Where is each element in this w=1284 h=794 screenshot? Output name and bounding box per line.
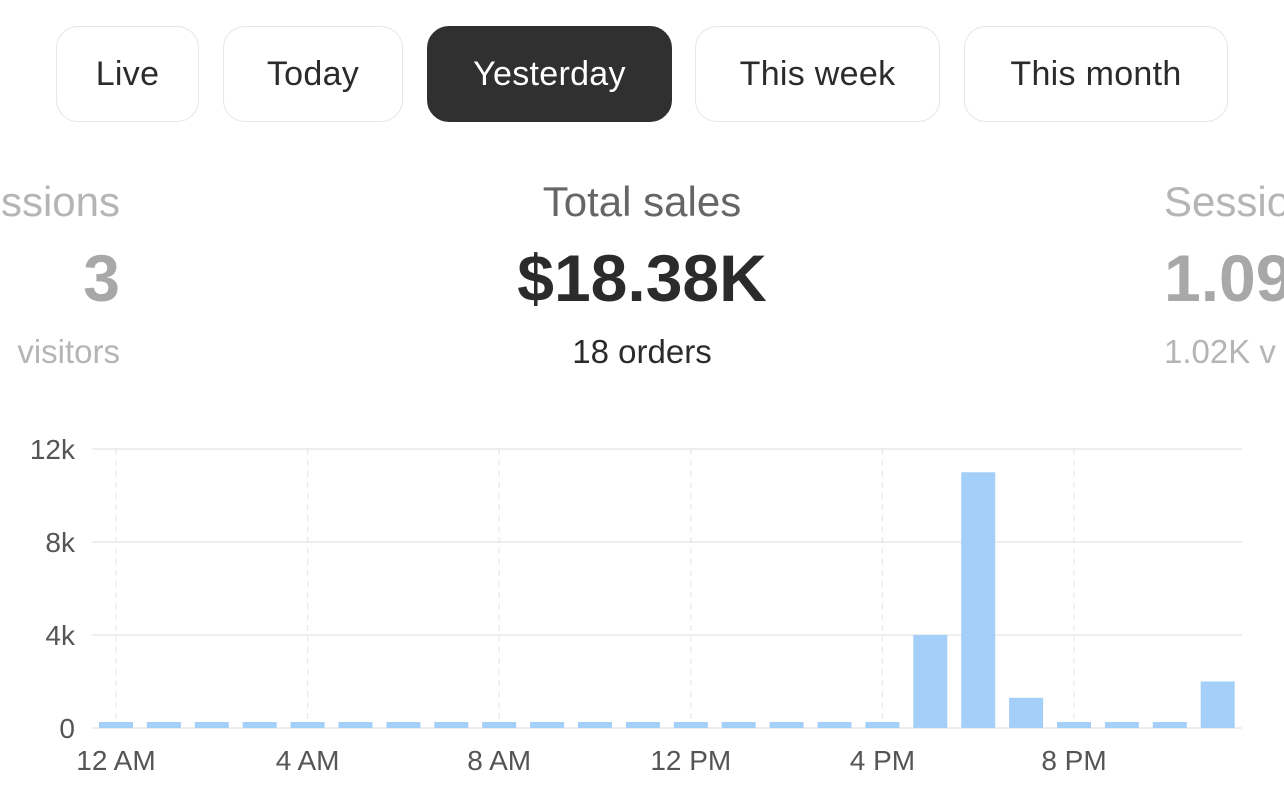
bar-9-am[interactable] <box>530 722 565 728</box>
bar-10-am[interactable] <box>578 722 612 728</box>
metric-value: $18.38K <box>517 241 767 315</box>
bar-8-pm[interactable] <box>1057 722 1091 728</box>
bar-6-pm[interactable] <box>961 472 996 728</box>
metric-title: ssions <box>0 178 120 225</box>
bar-10-pm[interactable] <box>1152 722 1187 728</box>
y-tick-label: 12k <box>30 434 76 465</box>
bar-12-am[interactable] <box>99 722 133 728</box>
tab-this-month[interactable]: This month <box>964 26 1228 122</box>
tab-this-week[interactable]: This week <box>695 26 940 122</box>
x-tick-label: 4 AM <box>276 745 340 776</box>
x-tick-label: 12 AM <box>76 745 155 776</box>
bar-5-am[interactable] <box>338 722 373 728</box>
bar-8-am[interactable] <box>482 722 517 728</box>
metric-value: 1.09 <box>1164 241 1284 315</box>
tab-today[interactable]: Today <box>223 26 403 122</box>
bar-4-pm[interactable] <box>865 722 900 728</box>
bar-2-am[interactable] <box>194 722 229 728</box>
bar-11-am[interactable] <box>625 722 660 728</box>
tab-yesterday[interactable]: Yesterday <box>427 26 672 122</box>
y-tick-label: 8k <box>45 527 76 558</box>
metric-subtitle: visitors <box>17 333 120 370</box>
x-tick-label: 12 PM <box>650 745 731 776</box>
bar-6-am[interactable] <box>386 722 421 728</box>
metric-card-sessions-next[interactable]: Sessio 1.09 1.02K v <box>1164 176 1284 374</box>
sales-bar-chart: 0 4k 8k 12k 12 AM 4 AM 8 AM 12 PM 4 PM 8 PM <box>30 434 1242 776</box>
x-tick-label: 8 AM <box>467 745 531 776</box>
metric-title: Total sales <box>542 178 742 225</box>
bar-9-pm[interactable] <box>1104 722 1139 728</box>
metric-subtitle: 18 orders <box>572 333 712 370</box>
bar-1-pm[interactable] <box>721 722 756 728</box>
bar-5-pm[interactable] <box>913 635 948 728</box>
bar-7-am[interactable] <box>434 722 469 728</box>
bar-3-am[interactable] <box>242 722 277 728</box>
bar-4-am[interactable] <box>290 722 325 728</box>
y-tick-label: 4k <box>45 620 76 651</box>
x-tick-label: 8 PM <box>1041 745 1106 776</box>
metric-card-total-sales[interactable]: Total sales $18.38K 18 orders <box>0 176 1284 374</box>
bar-11-pm[interactable] <box>1200 681 1235 729</box>
metric-card-sessions-previous[interactable]: ssions 3 visitors <box>0 176 120 374</box>
bar-1-am[interactable] <box>146 722 181 728</box>
x-tick-label: 4 PM <box>850 745 915 776</box>
bar-2-pm[interactable] <box>769 722 804 728</box>
metric-title: Sessio <box>1164 178 1284 225</box>
bar-12-pm[interactable] <box>673 722 708 728</box>
metric-value: 3 <box>83 241 120 315</box>
tab-live[interactable]: Live <box>56 26 199 122</box>
metric-subtitle: 1.02K v <box>1164 333 1276 370</box>
bar-7-pm[interactable] <box>1009 697 1044 728</box>
bar-3-pm[interactable] <box>817 722 852 728</box>
y-tick-label: 0 <box>59 713 75 744</box>
